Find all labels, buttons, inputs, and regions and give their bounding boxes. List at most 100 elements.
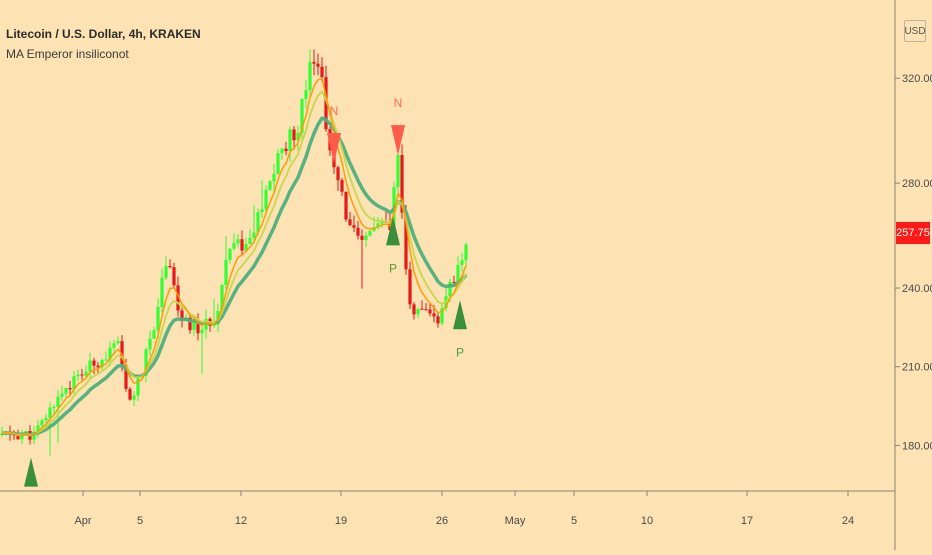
x-tick-label: May (505, 515, 526, 527)
candle-body (288, 129, 292, 152)
candle-body (200, 329, 204, 334)
candle-body (280, 148, 284, 154)
candle-body (412, 304, 416, 315)
candle-body (152, 330, 156, 339)
y-tick-label: 320.00 (902, 73, 932, 85)
candle-body (136, 378, 140, 396)
candle-body (368, 230, 372, 236)
y-tick-label: 240.00 (902, 283, 932, 295)
candle-body (92, 360, 96, 366)
candle-body (116, 341, 120, 344)
candle-body (0, 433, 4, 435)
currency-badge[interactable]: USD (904, 20, 926, 42)
x-tick-label: 24 (842, 515, 854, 527)
candle-body (292, 129, 296, 141)
candle-body (260, 209, 264, 213)
candle-body (228, 248, 232, 261)
x-tick-label: Apr (74, 515, 91, 527)
x-tick-label: 19 (335, 515, 347, 527)
last-price-tag: 257.75 (896, 222, 930, 244)
candle-body (428, 309, 432, 314)
candle-body (408, 269, 412, 305)
candle-body (36, 425, 40, 432)
x-tick-label: 10 (641, 515, 653, 527)
candle-body (220, 285, 224, 312)
short-signal-label: N (330, 104, 339, 118)
long-signal-label: P (389, 261, 397, 275)
candle-body (256, 212, 260, 233)
candle-body (272, 173, 276, 182)
candle-body (20, 434, 24, 440)
moving-averages-layer (1, 78, 468, 437)
candle-body (236, 239, 240, 244)
candle-body (96, 365, 100, 368)
symbol-title: Litecoin / U.S. Dollar, 4h, KRAKEN (6, 27, 201, 41)
candle-body (336, 167, 340, 181)
candle-body (164, 266, 168, 278)
short-signal-arrow (391, 125, 405, 156)
candle-body (376, 223, 380, 228)
candle-body (144, 349, 148, 376)
candle-body (440, 308, 444, 324)
candle-body (84, 371, 88, 376)
candle-body (420, 308, 424, 310)
ema-slow-line (1, 116, 468, 437)
candle-body (296, 132, 300, 141)
candle-body (112, 343, 116, 348)
candle-body (192, 322, 196, 331)
candle-body (460, 260, 464, 265)
x-tick-label: 5 (137, 515, 143, 527)
candle-body (276, 153, 280, 174)
long-signal-arrow (386, 216, 400, 246)
candle-body (456, 264, 460, 283)
long-signal-label: P (456, 345, 464, 359)
candle-body (40, 420, 44, 426)
candle-body (160, 277, 164, 307)
candle-body (348, 219, 352, 226)
candle-body (244, 243, 248, 251)
x-tick-label: 5 (571, 515, 577, 527)
y-tick-label: 280.00 (902, 178, 932, 190)
candle-body (64, 388, 68, 394)
candle-body (168, 266, 172, 268)
short-signal-arrow (327, 133, 341, 164)
signals-layer: N P N P (24, 96, 467, 487)
candle-body (252, 232, 256, 238)
short-signal-label: N (394, 96, 403, 110)
candle-body (148, 338, 152, 350)
candle-body (176, 285, 180, 311)
candle-body (316, 63, 320, 67)
candle-body (248, 237, 252, 244)
candle-body (360, 235, 364, 240)
candle-body (180, 310, 184, 322)
candle-body (240, 239, 244, 251)
candle-body (132, 395, 136, 400)
candle-body (284, 148, 288, 152)
candle-body (396, 154, 400, 188)
candle-body (320, 66, 324, 78)
candle-body (356, 227, 360, 236)
candle-body (44, 417, 48, 421)
candle-body (76, 374, 80, 377)
candle-body (400, 154, 404, 213)
candle-body (156, 306, 160, 331)
candle-body (264, 189, 268, 210)
candle-body (304, 90, 308, 99)
candle-body (120, 341, 124, 365)
candle-body (16, 435, 20, 440)
candle-body (380, 221, 384, 224)
candle-body (416, 308, 420, 315)
candle-body (72, 376, 76, 390)
candle-body (212, 324, 216, 326)
candle-body (464, 244, 468, 261)
axes-layer (0, 0, 896, 550)
candle-body (104, 359, 108, 361)
candle-body (48, 407, 52, 418)
candle-body (324, 77, 328, 130)
x-tick-label: 17 (741, 515, 753, 527)
candle-body (424, 309, 428, 311)
candle-body (188, 317, 192, 331)
y-tick-label: 210.00 (902, 362, 932, 374)
